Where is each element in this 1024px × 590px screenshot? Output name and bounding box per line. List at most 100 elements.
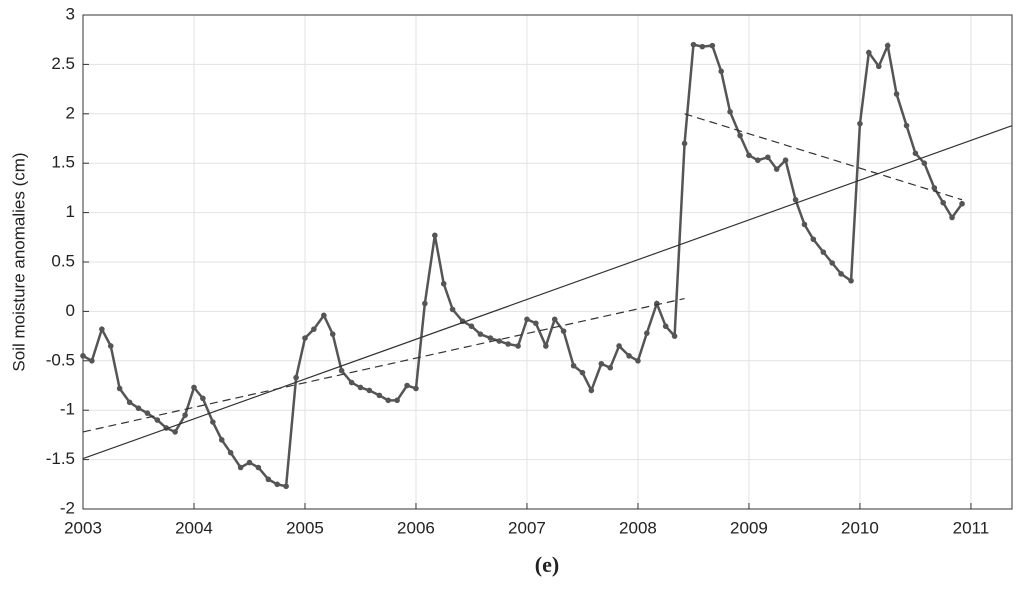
data-point	[265, 476, 272, 483]
data-point	[302, 335, 308, 341]
data-point	[505, 341, 511, 347]
data-point	[274, 481, 281, 488]
data-point	[237, 464, 244, 471]
data-point	[366, 387, 373, 394]
data-point	[829, 260, 835, 266]
data-point	[210, 419, 216, 425]
data-point	[893, 91, 900, 97]
data-point	[487, 335, 494, 341]
data-point	[579, 369, 586, 376]
data-point	[626, 353, 632, 359]
y-axis-label: Soil moisture anomalies (cm)	[9, 152, 28, 371]
data-point	[126, 399, 133, 406]
data-point	[931, 185, 938, 191]
data-point	[385, 397, 392, 404]
data-point	[884, 42, 891, 49]
data-point	[468, 323, 475, 330]
data-point	[357, 384, 364, 391]
data-point	[681, 140, 688, 147]
data-point	[422, 300, 428, 307]
data-point	[172, 429, 178, 435]
trend-line	[82, 297, 685, 433]
x-tick-label: 2010	[841, 518, 879, 537]
y-tick-label: 0.5	[51, 251, 75, 270]
x-tick-label: 2008	[619, 518, 657, 537]
data-point	[191, 384, 197, 391]
data-point	[321, 312, 327, 319]
data-point	[218, 437, 225, 443]
data-point	[524, 316, 530, 323]
y-tick-label: -2	[60, 498, 75, 517]
data-point	[662, 323, 669, 330]
data-point	[200, 395, 206, 402]
data-point	[765, 154, 771, 161]
data-point	[533, 320, 539, 327]
data-point	[773, 166, 780, 172]
data-point	[477, 331, 484, 337]
y-tick-label: -1.5	[46, 449, 75, 468]
data-point	[616, 343, 622, 349]
trend-line	[82, 125, 1013, 460]
caption: (e)	[535, 552, 559, 577]
data-point	[709, 42, 716, 49]
data-point	[607, 364, 614, 371]
data-point	[311, 326, 317, 332]
data-point	[116, 385, 123, 392]
data-point	[903, 122, 910, 129]
x-tick-label: 2005	[286, 518, 324, 537]
data-point	[857, 120, 863, 127]
data-point	[949, 214, 955, 221]
y-tick-label: -1	[60, 400, 75, 419]
data-point	[293, 374, 299, 381]
y-tick-label: 2.5	[51, 54, 75, 73]
data-point	[551, 316, 558, 323]
data-point	[792, 196, 799, 203]
data-point	[329, 331, 336, 337]
data-point	[820, 249, 827, 255]
y-tick-label: 1	[66, 202, 75, 221]
x-tick-label: 2007	[508, 518, 546, 537]
data-point	[876, 63, 882, 70]
y-tick-label: 3	[66, 4, 75, 23]
data-point	[746, 152, 752, 159]
data-point	[246, 459, 253, 466]
data-point	[182, 412, 188, 418]
y-tick-label: 0	[66, 301, 75, 320]
data-point	[588, 387, 595, 394]
data-point	[718, 68, 725, 75]
data-point	[671, 333, 678, 339]
data-point	[838, 271, 844, 277]
data-point	[394, 397, 400, 404]
data-point	[570, 362, 577, 369]
data-point	[135, 405, 142, 412]
data-point	[810, 236, 817, 243]
data-point	[560, 328, 567, 334]
data-point	[80, 353, 86, 359]
data-point	[848, 277, 854, 284]
x-tick-label: 2004	[175, 518, 213, 537]
data-point	[782, 157, 789, 164]
data-point	[912, 150, 919, 157]
x-tick-label: 2006	[397, 518, 435, 537]
data-point	[338, 367, 345, 374]
data-point	[227, 449, 234, 456]
data-point	[89, 358, 95, 364]
y-tick-label: -0.5	[46, 350, 75, 369]
data-point	[348, 379, 355, 386]
plot-frame	[82, 14, 1013, 510]
data-point	[99, 326, 105, 332]
data-point	[635, 358, 641, 364]
data-point	[755, 157, 761, 164]
x-tick-label: 2011	[953, 518, 990, 537]
data-point	[690, 41, 697, 48]
data-point	[144, 410, 151, 416]
data-point	[413, 385, 419, 392]
data-point	[644, 330, 650, 336]
data-point	[801, 221, 808, 228]
x-tick-label: 2003	[64, 518, 102, 537]
data-point	[255, 464, 262, 471]
data-point	[737, 132, 743, 139]
data-point	[543, 343, 549, 349]
data-point	[404, 382, 410, 389]
